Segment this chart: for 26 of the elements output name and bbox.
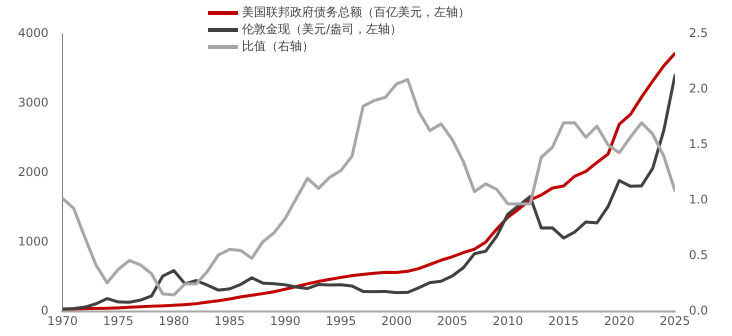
x-tick-label: 1975: [102, 314, 134, 328]
x-tick-label: 1970: [47, 314, 78, 328]
legend-label: 比值（右轴）: [242, 38, 314, 55]
y-tick-label: 2000: [18, 164, 49, 179]
x-tick-label: 2005: [436, 314, 468, 328]
x-tick-label: 1985: [214, 314, 245, 328]
y2-tick-label: 2.0: [688, 82, 708, 96]
x-tick-label: 1980: [158, 314, 190, 328]
y-tick-label: 0: [40, 304, 49, 318]
x-tick-label: 2000: [381, 314, 412, 328]
legend-label: 美国联邦政府债务总额（百亿美元，左轴）: [242, 4, 470, 21]
y2-tick-label: 0.0: [688, 304, 708, 318]
x-tick-label: 2010: [492, 314, 524, 328]
y-tick-label: 3000: [18, 96, 49, 110]
y2-tick-label: 0.5: [688, 248, 708, 262]
y2-tick-label: 1.5: [688, 137, 708, 152]
x-tick-label: 2020: [604, 314, 635, 328]
legend-label: 伦敦金现（美元/盎司，左轴）: [242, 21, 402, 38]
x-tick-label: 2025: [660, 314, 690, 328]
x-tick-label: 2015: [548, 314, 579, 328]
y-tick-label: 1000: [18, 234, 49, 248]
x-tick-label: 1990: [270, 314, 300, 328]
y-tick-label: 4000: [18, 26, 49, 40]
y2-tick-label: 2.5: [688, 26, 708, 40]
y2-tick-label: 1.0: [688, 192, 708, 207]
x-tick-label: 1995: [326, 314, 356, 328]
